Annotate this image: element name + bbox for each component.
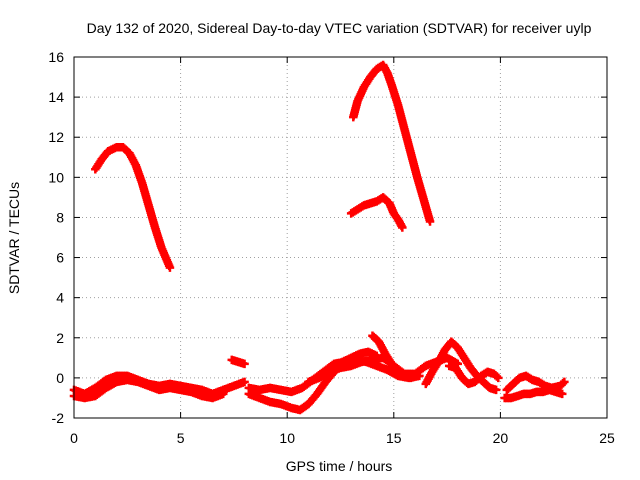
data-point — [560, 377, 569, 387]
data-point — [413, 371, 422, 381]
series-low-2 — [69, 375, 228, 403]
y-tick-label: 12 — [48, 129, 64, 145]
data-point — [491, 385, 501, 395]
y-tick-label: 8 — [56, 209, 64, 225]
series-low-7 — [421, 337, 501, 395]
x-tick-label: 25 — [599, 430, 615, 446]
data-point — [398, 223, 407, 232]
x-tick-label: 0 — [70, 430, 78, 446]
series-arc-b — [349, 60, 435, 226]
data-point — [425, 217, 435, 226]
x-axis-title: GPS time / hours — [286, 458, 393, 474]
x-tick-label: 10 — [279, 430, 295, 446]
y-tick-label: 0 — [56, 370, 64, 386]
y-tick-label: 10 — [48, 169, 64, 185]
chart-title: Day 132 of 2020, Sidereal Day-to-day VTE… — [87, 20, 592, 36]
y-tick-label: 16 — [48, 49, 64, 65]
data-point — [494, 373, 503, 383]
x-tick-label: 5 — [177, 430, 185, 446]
axis-ticks: 0 5 10 15 20 25 -2 0 2 4 6 8 10 12 14 16 — [48, 49, 615, 446]
y-tick-label: 2 — [56, 330, 64, 346]
plot-frame — [73, 56, 608, 419]
series-low-6 — [368, 331, 422, 383]
y-tick-label: 4 — [56, 290, 64, 306]
series-low-8 — [444, 361, 503, 389]
x-tick-label: 20 — [493, 430, 509, 446]
plot-border — [73, 56, 608, 419]
series-short-1 — [227, 355, 249, 369]
data-point — [240, 377, 249, 387]
data-point — [165, 263, 175, 272]
data-point — [557, 389, 567, 399]
data-point — [240, 359, 249, 369]
y-tick-label: 6 — [56, 250, 64, 266]
data-point — [218, 389, 228, 399]
series-arc-c — [346, 193, 407, 232]
x-tick-label: 15 — [386, 430, 402, 446]
series-arc-a — [91, 143, 175, 272]
y-axis-title: SDTVAR / TECUs — [6, 182, 22, 294]
series-low-10 — [502, 371, 569, 395]
data-points — [69, 60, 569, 415]
y-tick-label: -2 — [52, 410, 65, 426]
y-tick-label: 14 — [48, 89, 64, 105]
